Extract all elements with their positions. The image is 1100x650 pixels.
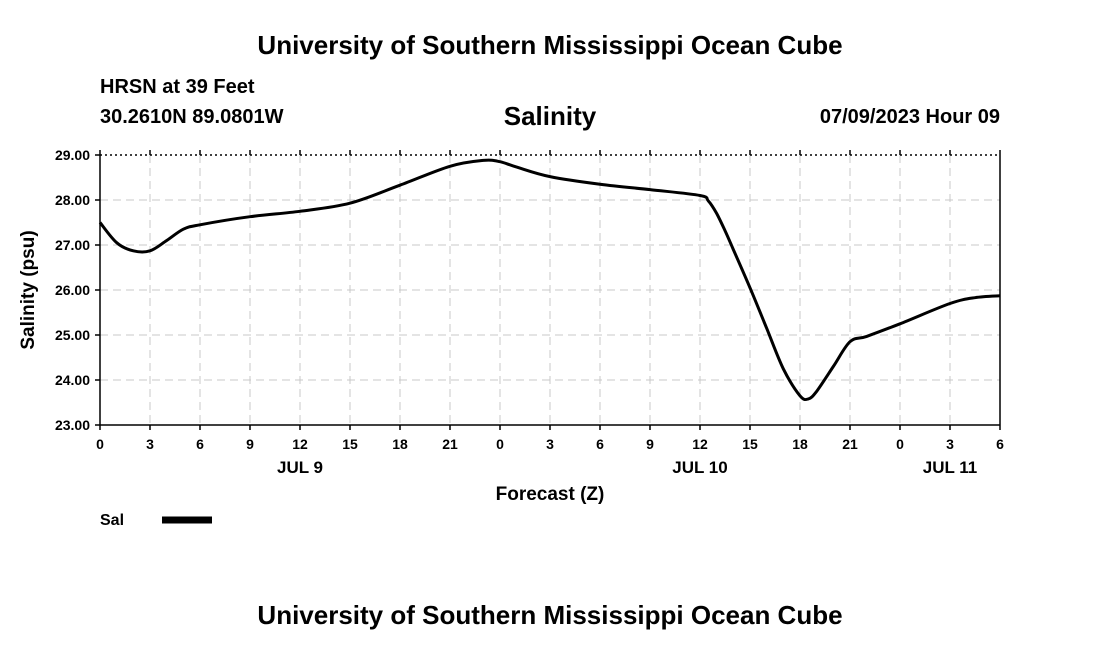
x-tick-label: 3: [946, 436, 954, 452]
x-tick-label: 21: [442, 436, 458, 452]
data-layer: [98, 158, 1001, 402]
station-label: HRSN at 39 Feet: [100, 76, 255, 98]
issued-datetime: 07/09/2023 Hour 09: [819, 106, 1000, 128]
x-tick-label: 18: [792, 436, 808, 452]
x-tick-label: 0: [96, 436, 104, 452]
x-tick-label: 0: [496, 436, 504, 452]
x-tick-label: 6: [996, 436, 1004, 452]
date-label: JUL 10: [672, 458, 727, 477]
series-line-salinity: [98, 158, 1001, 402]
y-tick-label: 27.00: [55, 237, 90, 253]
x-tick-label: 9: [646, 436, 654, 452]
coordinates-label: 30.2610N 89.0801W: [100, 106, 284, 128]
x-tick-label: 9: [246, 436, 254, 452]
x-tick-label: 21: [842, 436, 858, 452]
x-tick-label: 18: [392, 436, 408, 452]
x-tick-label: 0: [896, 436, 904, 452]
grid: [100, 155, 1000, 425]
date-label: JUL 11: [923, 458, 978, 477]
x-tick-label: 6: [596, 436, 604, 452]
plot-frame: [95, 150, 1001, 430]
y-tick-label: 24.00: [55, 372, 90, 388]
x-tick-label: 12: [692, 436, 708, 452]
y-tick-label: 29.00: [55, 147, 90, 163]
x-axis-label: Forecast (Z): [496, 484, 605, 505]
x-tick-label: 3: [546, 436, 554, 452]
legend-label: Sal: [100, 512, 124, 529]
x-tick-label: 3: [146, 436, 154, 452]
y-tick-label: 25.00: [55, 327, 90, 343]
page-title: University of Southern Mississippi Ocean…: [257, 30, 843, 60]
y-tick-label: 26.00: [55, 282, 90, 298]
tick-labels: 0 3 6 9 12 15 18 21 0 3 6 9 12 15 18 21 0 3 6 23.00 24.00 25.…: [55, 147, 1004, 477]
x-tick-label: 15: [342, 436, 358, 452]
y-tick-label: 23.00: [55, 417, 90, 433]
x-tick-label: 12: [292, 436, 308, 452]
x-tick-label: 6: [196, 436, 204, 452]
date-label: JUL 9: [277, 458, 323, 477]
y-axis-label: Salinity (psu): [18, 230, 39, 349]
footer-title: University of Southern Mississippi Ocean…: [257, 600, 843, 630]
y-tick-label: 28.00: [55, 192, 90, 208]
x-tick-label: 15: [742, 436, 758, 452]
chart-title: Salinity: [503, 101, 597, 131]
